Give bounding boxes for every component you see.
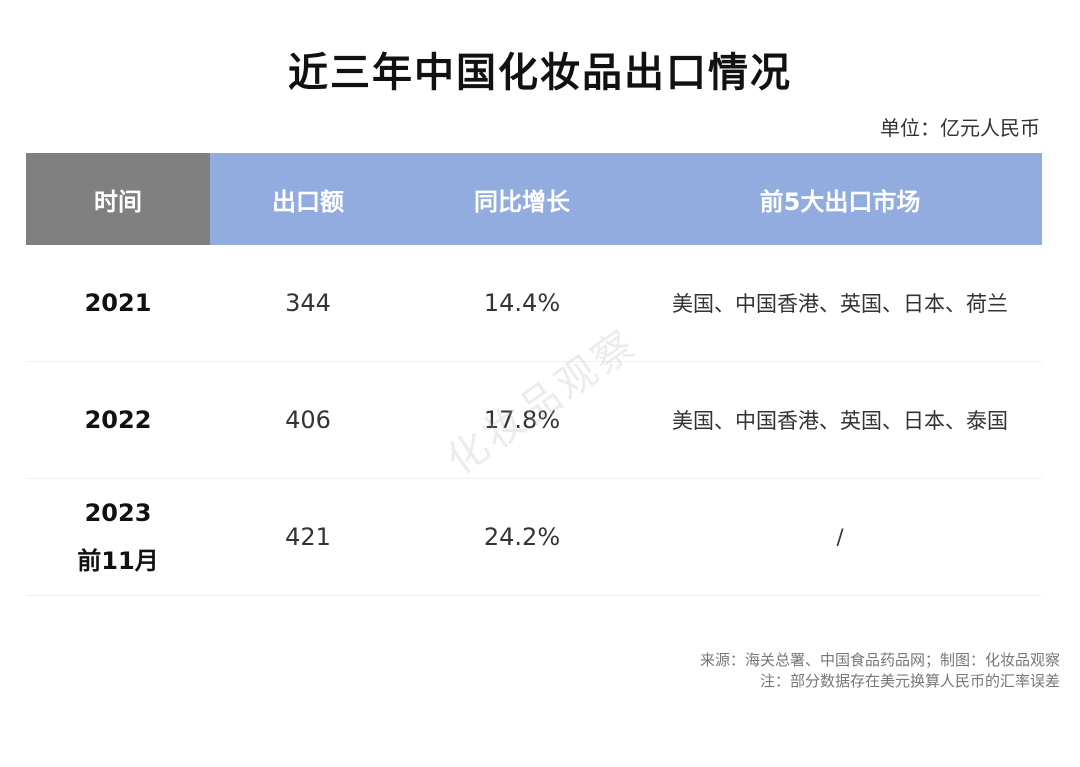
header-export: 出口额 [210,153,406,245]
table-header-row: 时间 出口额 同比增长 前5大出口市场 [26,153,1042,245]
cell-growth: 24.2% [483,523,561,551]
unit-label: 单位：亿元人民币 [880,116,1040,140]
year-label: 2022 [84,406,152,434]
table-row: 2023 前11月 421 24.2% / [26,479,1042,596]
year-label: 2021 [84,289,152,317]
footer: 来源：海关总署、中国食品药品网；制图：化妆品观察 注：部分数据存在美元换算人民币… [700,650,1060,692]
header-time: 时间 [26,153,210,245]
cell-year: 2021 [26,245,210,361]
year-period-label: 前11月 [77,547,159,575]
cell-markets: 美国、中国香港、英国、日本、泰国 [672,409,1008,433]
page-title: 近三年中国化妆品出口情况 [288,50,792,96]
cell-export: 344 [285,289,331,317]
cell-markets: / [836,525,844,549]
cell-export: 406 [285,406,331,434]
cell-markets: 美国、中国香港、英国、日本、荷兰 [672,292,1008,316]
header-growth: 同比增长 [406,153,638,245]
export-table: 时间 出口额 同比增长 前5大出口市场 2021 344 14.4% 美国、中国… [26,153,1042,596]
cell-export: 421 [285,523,331,551]
cell-year: 2022 [26,362,210,478]
cell-growth: 14.4% [483,289,561,317]
table-row: 2021 344 14.4% 美国、中国香港、英国、日本、荷兰 [26,245,1042,362]
source-note: 来源：海关总署、中国食品药品网；制图：化妆品观察 [699,651,1060,669]
table-row: 2022 406 17.8% 美国、中国香港、英国、日本、泰国 [26,362,1042,479]
exchange-note: 注：部分数据存在美元换算人民币的汇率误差 [759,672,1060,690]
header-markets: 前5大出口市场 [638,153,1042,245]
cell-growth: 17.8% [483,406,561,434]
cell-year: 2023 前11月 [26,479,210,595]
year-label: 2023 [84,499,152,527]
